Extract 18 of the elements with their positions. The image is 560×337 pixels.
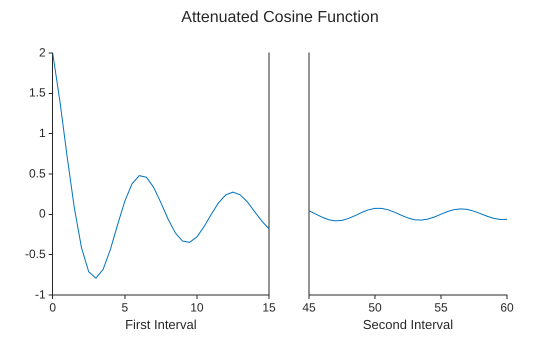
x-tick-label: 45 bbox=[302, 300, 316, 315]
x-tick-label: 10 bbox=[190, 300, 204, 315]
chart-title: Attenuated Cosine Function bbox=[180, 9, 380, 27]
x-tick-label: 60 bbox=[500, 300, 514, 315]
y-tick-label: 0 bbox=[38, 206, 46, 221]
x-tick-label: 0 bbox=[49, 300, 56, 315]
x-tick-label: 55 bbox=[434, 300, 448, 315]
x-axis-title: Second Interval bbox=[362, 316, 454, 332]
y-tick-label: -0.5 bbox=[24, 246, 46, 261]
y-tick-label: 1.5 bbox=[28, 86, 46, 100]
x-tick-label: 5 bbox=[121, 300, 128, 315]
x-tick-label: 15 bbox=[262, 300, 276, 315]
x-axis-title: First Interval bbox=[125, 316, 197, 332]
y-tick-label: -1 bbox=[35, 287, 46, 302]
y-tick-label: 0.5 bbox=[28, 166, 46, 180]
x-tick-label: 50 bbox=[368, 300, 382, 315]
y-tick-label: 2 bbox=[38, 45, 46, 60]
y-tick-label: 1 bbox=[38, 126, 46, 140]
